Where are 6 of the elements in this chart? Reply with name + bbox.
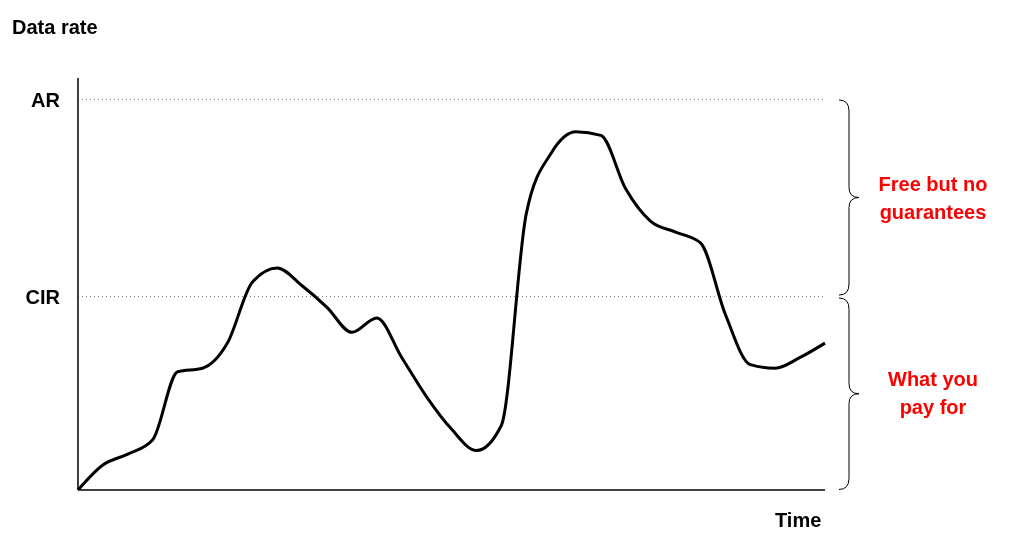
- x-axis-title: Time: [775, 509, 822, 532]
- ref-line-label: AR: [31, 88, 61, 111]
- ref-line-label: CIR: [25, 285, 61, 308]
- text: What you pay for: [887, 367, 979, 421]
- y-axis-title: Data rate: [12, 16, 98, 39]
- text: Free but no guarantees: [877, 172, 989, 225]
